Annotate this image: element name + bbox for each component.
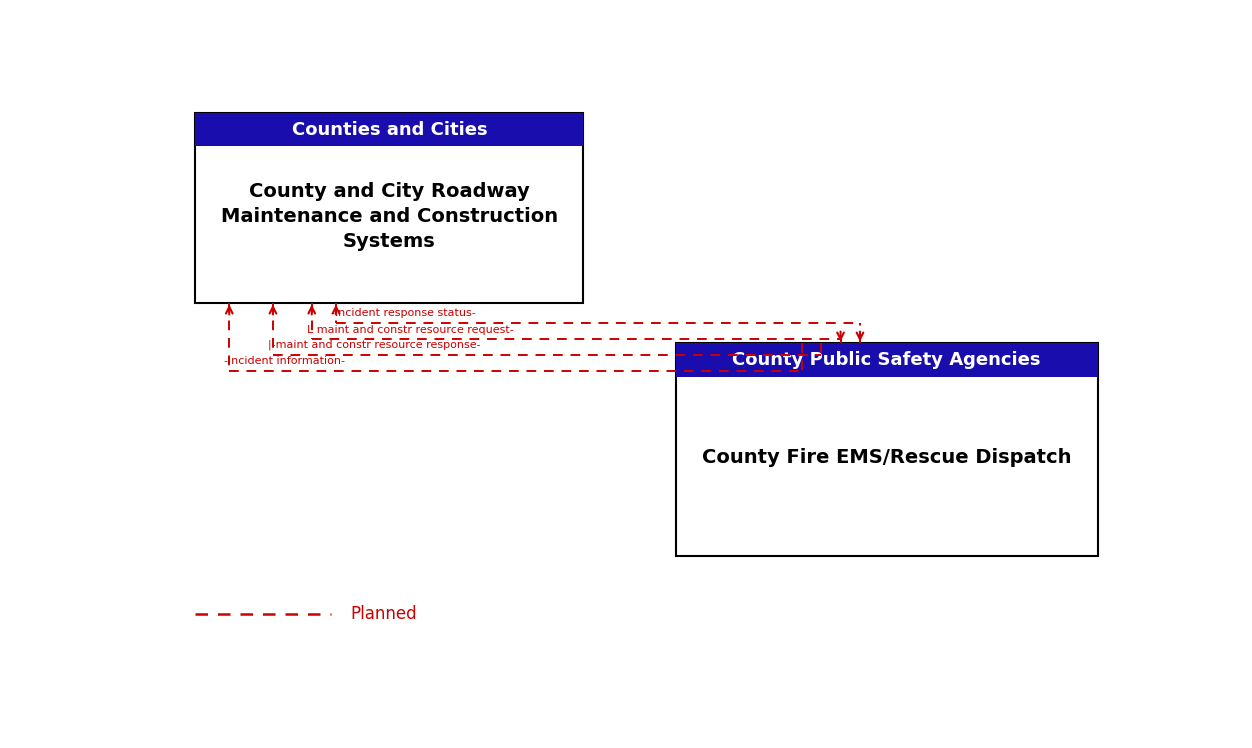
Text: -incident information-: -incident information-	[224, 356, 346, 367]
Bar	[676, 343, 1098, 376]
Text: County and City Roadway
Maintenance and Construction
Systems: County and City Roadway Maintenance and …	[220, 183, 558, 251]
Text: Counties and Cities: Counties and Cities	[292, 120, 487, 138]
Text: -incident response status-: -incident response status-	[331, 308, 476, 319]
Text: L maint and constr resource request-: L maint and constr resource request-	[307, 325, 513, 334]
Text: Planned: Planned	[351, 605, 417, 623]
Bar	[195, 113, 583, 146]
Bar	[195, 113, 583, 303]
Text: County Public Safety Agencies: County Public Safety Agencies	[732, 351, 1040, 369]
Text: County Fire EMS/Rescue Dispatch: County Fire EMS/Rescue Dispatch	[702, 448, 1072, 467]
Text: |-maint and constr resource response-: |-maint and constr resource response-	[268, 340, 481, 350]
Bar	[676, 343, 1098, 557]
